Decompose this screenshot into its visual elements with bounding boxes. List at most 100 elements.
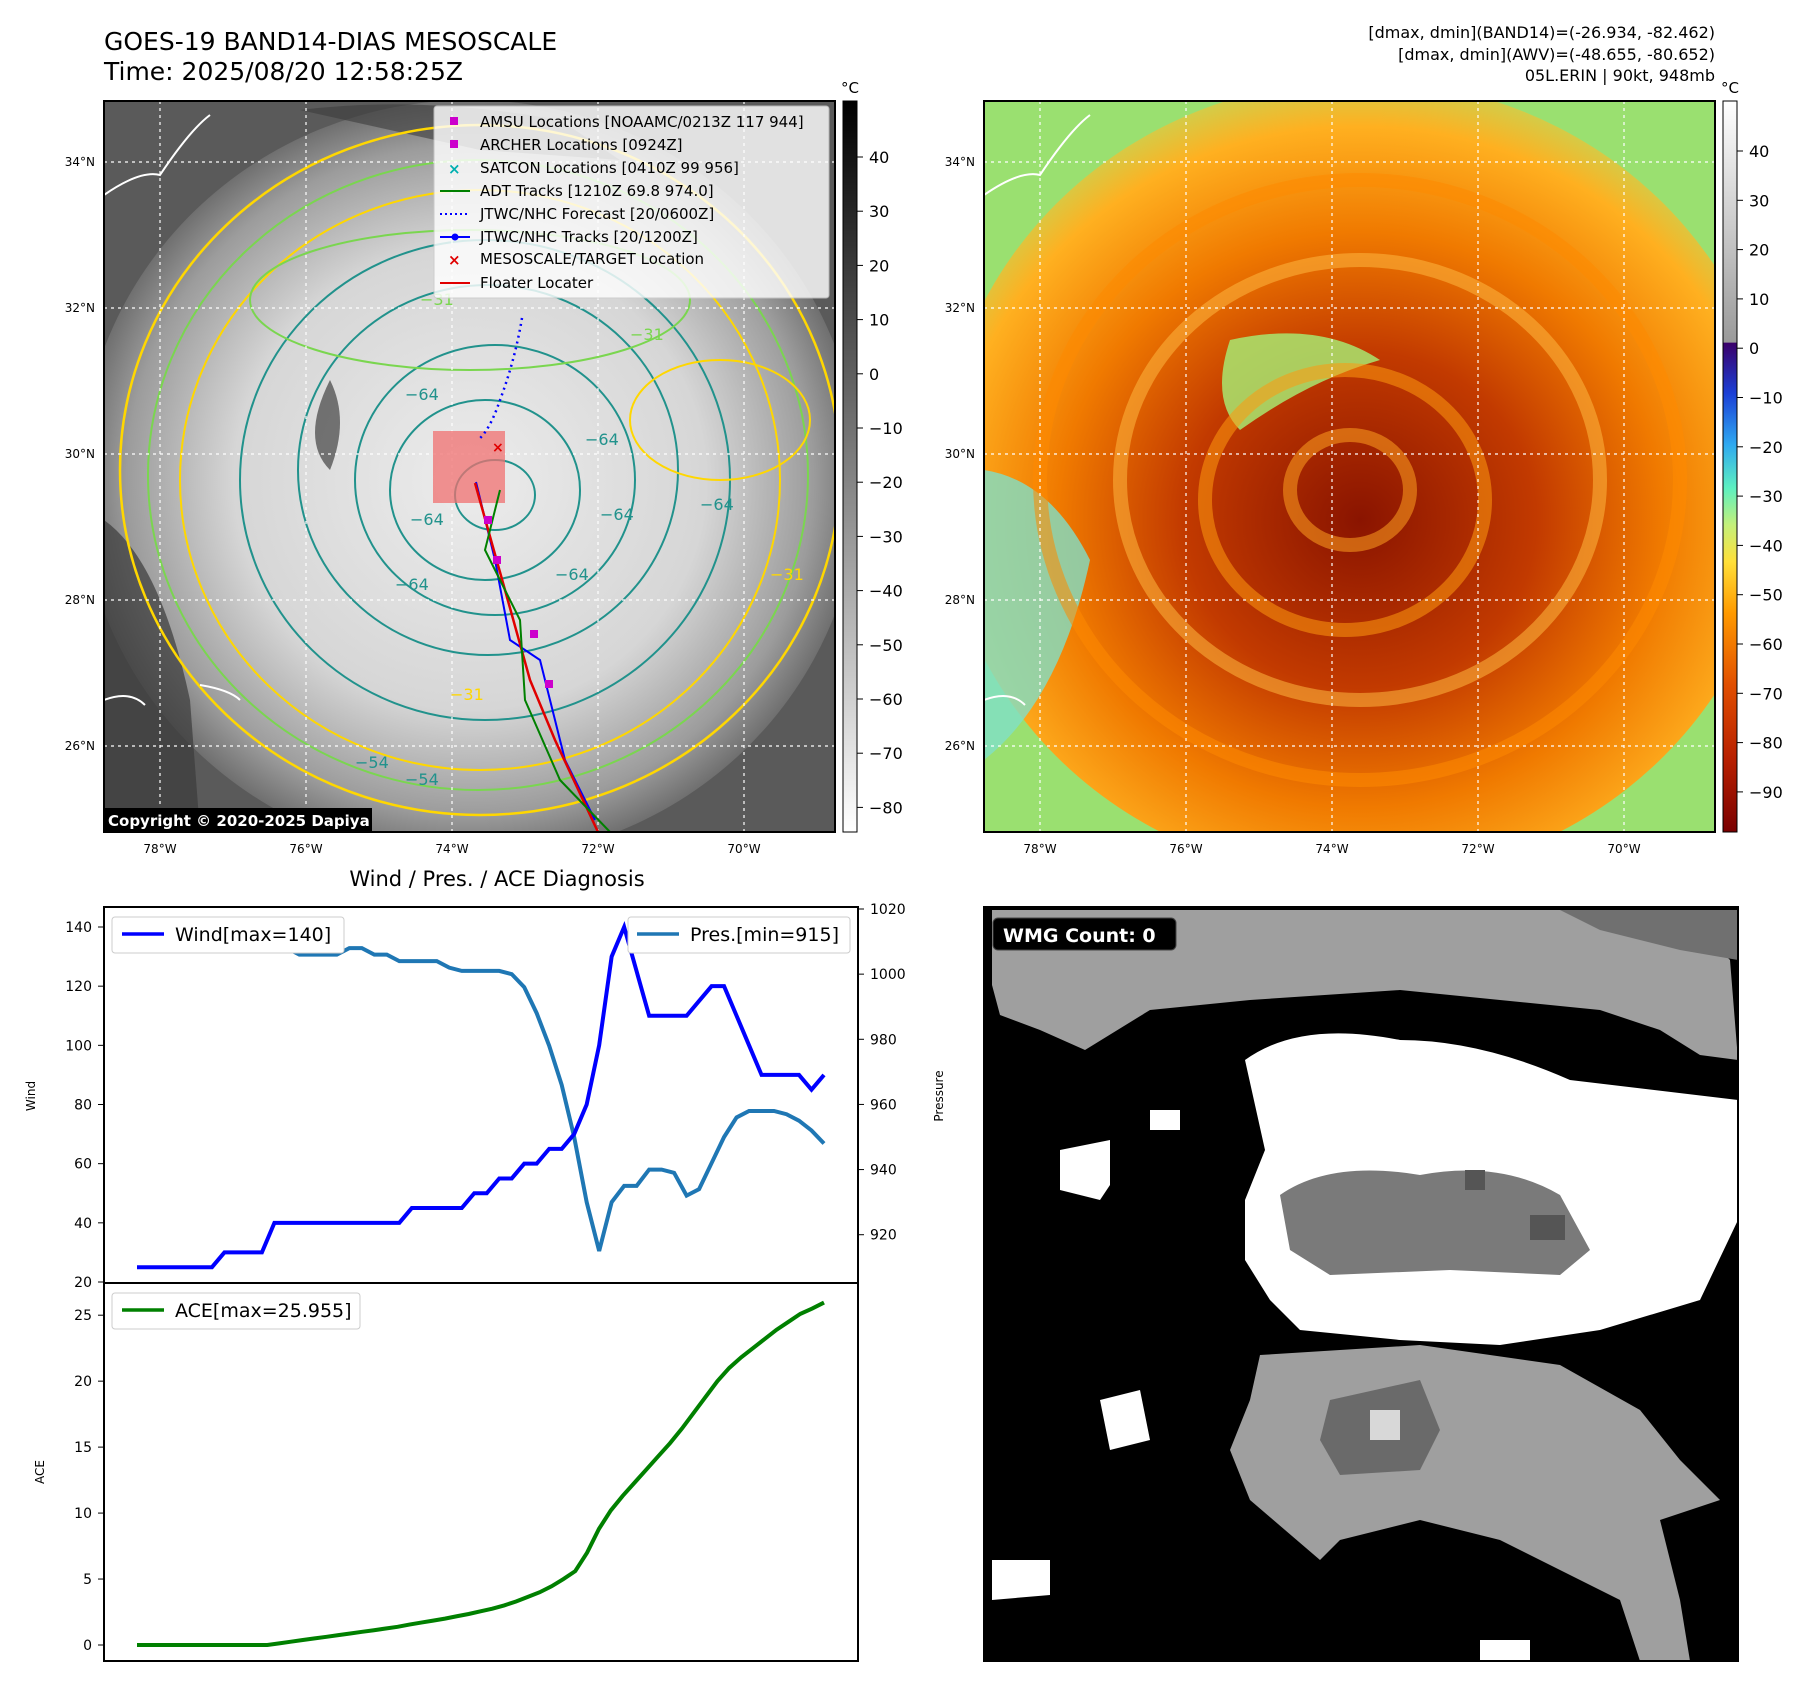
ir-map-frame — [103, 100, 836, 833]
svg-text:76°W: 76°W — [289, 842, 322, 856]
legend-floater: Floater Locater — [480, 274, 594, 292]
archer-points — [484, 516, 553, 688]
awv-map-frame — [983, 100, 1716, 833]
awv-colorbar-tick-label: −90 — [1749, 783, 1783, 802]
svg-text:34°N: 34°N — [945, 155, 975, 169]
awv-colorbar-tick-label: 40 — [1749, 142, 1769, 161]
pressure-tick-label: 1020 — [870, 902, 906, 918]
adt-track — [483, 489, 611, 832]
awv-lat-labels: 34°N 32°N 30°N 28°N 26°N — [945, 155, 975, 753]
wind-legend: Wind[max=140] — [111, 916, 345, 954]
mesoscale-target-box — [433, 431, 505, 503]
wmg-count-box — [992, 917, 1177, 951]
wmg-panel: WMG Count: 0 — [983, 906, 1739, 1662]
svg-text:74°W: 74°W — [435, 842, 468, 856]
ir-colorbar-tick-label: 20 — [869, 256, 889, 275]
pressure-tick-label: 940 — [870, 1163, 897, 1179]
diagnosis-panel: Wind / Pres. / ACE Diagnosis 14012010080… — [24, 867, 946, 1662]
wmg-classes — [992, 910, 1738, 1661]
ir-colorbar-tick-label: 30 — [869, 202, 889, 221]
ir-colorbar-tick-label: −80 — [869, 798, 903, 817]
svg-text:−64: −64 — [395, 575, 429, 594]
wind-tick-label: 20 — [74, 1275, 92, 1291]
svg-text:−31: −31 — [450, 685, 484, 704]
svg-text:34°N: 34°N — [65, 155, 95, 169]
wind-axis-label: Wind — [24, 1081, 38, 1111]
svg-text:32°N: 32°N — [65, 301, 95, 315]
pressure-tick-label: 980 — [870, 1032, 897, 1048]
copyright-box — [104, 808, 372, 832]
awv-colorbar-tick-label: −50 — [1749, 586, 1783, 605]
info-band14: [dmax, dmin](BAND14)=(-26.934, -82.462) — [1368, 23, 1715, 42]
svg-text:70°W: 70°W — [1607, 842, 1640, 856]
awv-colorbar-tick-label: −10 — [1749, 389, 1783, 408]
svg-text:28°N: 28°N — [65, 593, 95, 607]
svg-text:−64: −64 — [600, 505, 634, 524]
ace-legend-label: ACE[max=25.955] — [175, 1300, 352, 1322]
awv-coastline — [984, 114, 1091, 706]
svg-text:−54: −54 — [355, 753, 389, 772]
ace-axes — [103, 1282, 859, 1662]
svg-text:76°W: 76°W — [1169, 842, 1202, 856]
ace-tick-label: 5 — [83, 1572, 92, 1588]
svg-text:−31: −31 — [770, 565, 804, 584]
ace-series-line — [137, 1300, 825, 1647]
awv-colorbar — [1722, 100, 1738, 833]
wind-series-line — [137, 920, 826, 1270]
ace-tick-label: 0 — [83, 1638, 92, 1654]
ace-tick-label: 20 — [74, 1374, 92, 1390]
ir-colorbar-tick-label: 0 — [869, 365, 879, 384]
legend-satcon: SATCON Locations [0410Z 99 956] — [480, 159, 739, 177]
legend-jtwc-tracks: JTWC/NHC Tracks [20/1200Z] — [479, 228, 698, 246]
awv-colorbar-tick-label: −30 — [1749, 487, 1783, 506]
svg-text:−64: −64 — [585, 430, 619, 449]
wind-tick-label: 60 — [74, 1157, 92, 1173]
copyright-text: Copyright © 2020-2025 Dapiya — [108, 812, 370, 830]
ace-axis-label: ACE — [33, 1460, 47, 1484]
ir-colorbar-tick-label: −30 — [869, 527, 903, 546]
floater-track — [473, 482, 600, 832]
target-marker: × — [492, 440, 504, 456]
svg-text:×: × — [448, 160, 461, 178]
svg-text:78°W: 78°W — [1023, 842, 1056, 856]
svg-text:26°N: 26°N — [65, 739, 95, 753]
legend-adt: ADT Tracks [1210Z 69.8 974.0] — [480, 182, 714, 200]
svg-text:72°W: 72°W — [581, 842, 614, 856]
svg-text:74°W: 74°W — [1315, 842, 1348, 856]
wind-tick-label: 140 — [65, 920, 92, 936]
svg-text:−64: −64 — [410, 510, 444, 529]
awv-colorbar-tick-label: −80 — [1749, 734, 1783, 753]
ir-colorbar-ticks: 40 30 20 10 0 −10 −20 −30 −40 −50 −60 −70 −80 — [857, 148, 903, 817]
contour-labels: −64 −64 −64 −64 −64 −64 −31 −31 −54 −54 … — [355, 290, 804, 789]
awv-colorbar-tick-label: −40 — [1749, 536, 1783, 555]
ir-colorbar — [842, 100, 858, 833]
svg-text:30°N: 30°N — [65, 447, 95, 461]
ir-colorbar-tick-label: 40 — [869, 148, 889, 167]
awv-imagery — [984, 101, 1715, 832]
svg-text:×: × — [448, 251, 461, 269]
awv-gridlines — [984, 101, 1715, 832]
svg-text:32°N: 32°N — [945, 301, 975, 315]
svg-text:28°N: 28°N — [945, 593, 975, 607]
awv-map-panel: 34°N 32°N 30°N 28°N 26°N 78°W 76°W 74°W … — [945, 79, 1783, 856]
svg-text:26°N: 26°N — [945, 739, 975, 753]
pressure-tick-label: 920 — [870, 1228, 897, 1244]
legend-amsu: AMSU Locations [NOAAMC/0213Z 117 944] — [480, 113, 804, 131]
pres-legend-label: Pres.[min=915] — [690, 924, 839, 946]
coastline — [104, 114, 241, 706]
ace-plot: 25 20 15 10 5 0 — [74, 1300, 825, 1654]
svg-text:78°W: 78°W — [143, 842, 176, 856]
svg-text:30°N: 30°N — [945, 447, 975, 461]
legend-archer: ARCHER Locations [0924Z] — [480, 136, 683, 154]
ace-tick-label: 25 — [74, 1308, 92, 1324]
ir-map-panel: × −64 −64 −64 −64 −64 −64 −31 −31 −54 −5… — [65, 79, 903, 856]
svg-text:−31: −31 — [630, 325, 664, 344]
awv-colorbar-ticks: 40 30 20 10 0 −10 −20 −30 −40 −50 −60 −70 −80 −90 — [1737, 142, 1783, 802]
wind-pres-axes — [103, 906, 859, 1284]
wind-tick-label: 120 — [65, 979, 92, 995]
wind-tick-label: 80 — [74, 1098, 92, 1114]
wind-tick-label: 100 — [65, 1038, 92, 1054]
awv-lon-labels: 78°W 76°W 74°W 72°W 70°W — [1023, 842, 1640, 856]
pressure-tick-label: 960 — [870, 1097, 897, 1113]
